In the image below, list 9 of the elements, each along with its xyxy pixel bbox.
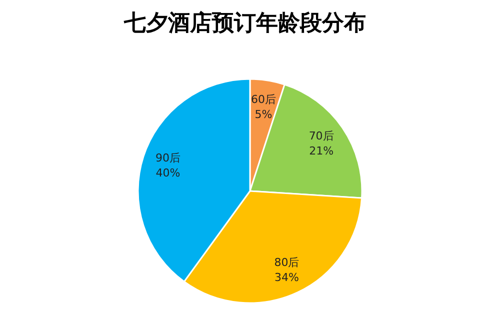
data-label: 5% xyxy=(254,108,272,121)
slice-label: 90后 xyxy=(155,151,180,164)
slice-label: 70后 xyxy=(308,130,334,143)
slice-label: 60后 xyxy=(250,92,276,106)
chart-title: 七夕酒店预订年龄段分布 xyxy=(122,9,367,38)
data-label: 40% xyxy=(156,166,180,180)
slice-label: 80后 xyxy=(274,256,300,270)
data-label: 34% xyxy=(274,271,299,284)
data-label: 21% xyxy=(309,144,334,158)
